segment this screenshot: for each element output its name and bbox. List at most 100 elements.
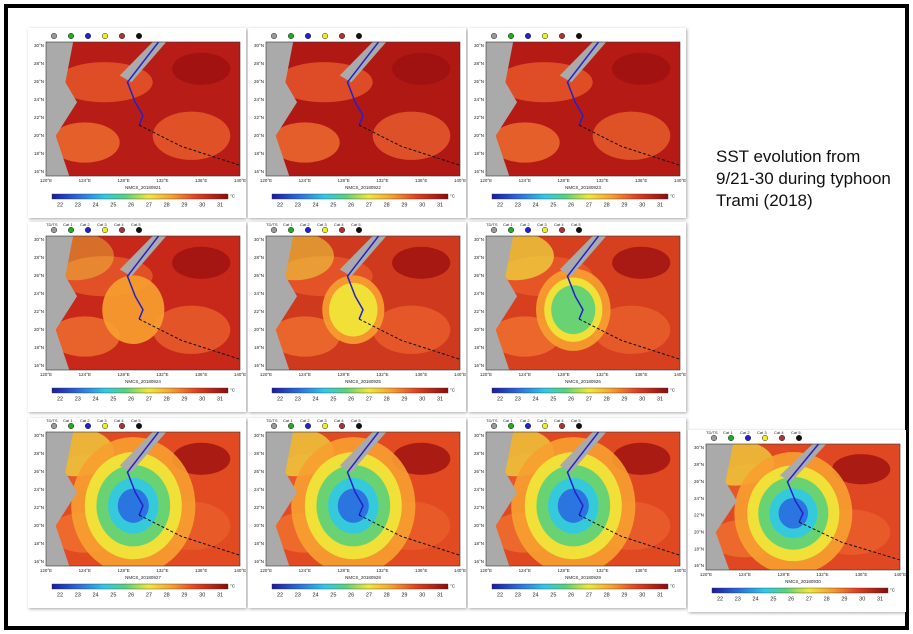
colorbar-unit: °C (450, 388, 456, 393)
lat-label: 28°N (254, 255, 264, 260)
lat-label: 24°N (694, 496, 704, 501)
colorbar-tick: 28 (384, 396, 390, 402)
colorbar-tick: 22 (497, 396, 503, 402)
legend-dot (68, 227, 74, 233)
colorbar-tick: 23 (515, 592, 521, 598)
lat-label: 18°N (254, 345, 264, 350)
colorbar-tick: 30 (859, 596, 865, 602)
lat-label: 22°N (474, 309, 484, 314)
colorbar-tick: 31 (217, 396, 223, 402)
legend-label: Cat 3 (97, 222, 107, 227)
legend-label: Cat 5 (571, 222, 581, 227)
colorbar-unit: °C (670, 388, 676, 393)
legend-label: TD/TS (46, 418, 58, 423)
sst-patch (612, 53, 670, 85)
sst-patch (612, 247, 670, 279)
lat-label: 26°N (34, 79, 44, 84)
lon-label: 124°E (519, 568, 531, 573)
colorbar-tick: 29 (181, 202, 187, 208)
lat-label: 28°N (474, 451, 484, 456)
lon-label: 140°E (234, 178, 246, 183)
cold-wake (102, 275, 164, 344)
colorbar-tick: 25 (110, 592, 116, 598)
lat-label: 30°N (34, 237, 44, 242)
colorbar-tick: 24 (312, 592, 318, 598)
lat-label: 18°N (254, 151, 264, 156)
legend-dot (779, 435, 785, 441)
lat-label: 18°N (34, 151, 44, 156)
lat-label: 30°N (474, 237, 484, 242)
lat-label: 24°N (254, 291, 264, 296)
legend-dot (542, 423, 548, 429)
lat-label: 26°N (474, 79, 484, 84)
lat-label: 18°N (474, 345, 484, 350)
colorbar-tick: 24 (752, 596, 758, 602)
sst-patch (153, 112, 231, 160)
colorbar-tick: 31 (437, 592, 443, 598)
legend-label: Cat 3 (537, 222, 547, 227)
colorbar-tick: 23 (295, 592, 301, 598)
lon-label: 136°E (415, 568, 427, 573)
sst-patch (153, 306, 231, 354)
legend-dot (508, 33, 514, 39)
legend-label: TD/TS (486, 418, 498, 423)
legend-label: TD/TS (486, 222, 498, 227)
map-area (46, 42, 240, 176)
colorbar (272, 194, 448, 199)
lat-label: 28°N (34, 255, 44, 260)
lat-label: 24°N (474, 291, 484, 296)
legend-dot (85, 227, 91, 233)
colorbar-tick: 26 (128, 202, 134, 208)
lat-label: 18°N (474, 541, 484, 546)
legend-dot (339, 423, 345, 429)
lat-label: 28°N (254, 61, 264, 66)
lon-label: 128°E (557, 178, 569, 183)
lat-label: 16°N (34, 559, 44, 564)
lon-label: 128°E (557, 372, 569, 377)
colorbar-tick: 26 (788, 596, 794, 602)
colorbar-tick: 29 (181, 396, 187, 402)
legend-label: Cat 5 (131, 418, 141, 423)
legend-dot (559, 227, 565, 233)
colorbar-tick: 29 (401, 396, 407, 402)
lon-label: 140°E (674, 372, 686, 377)
colorbar (492, 388, 668, 393)
legend-label: Cat 4 (774, 430, 784, 435)
colorbar-tick: 25 (550, 592, 556, 598)
panel-caption: NMCS_20180929 (565, 575, 601, 580)
legend-label: Cat 3 (317, 222, 327, 227)
map-panel: 30°N28°N26°N24°N22°N20°N18°N16°N120°E124… (248, 28, 466, 218)
legend-label: TD/TS (46, 222, 58, 227)
legend-dot (68, 423, 74, 429)
colorbar-tick: 31 (657, 592, 663, 598)
legend-label: Cat 1 (63, 418, 73, 423)
legend-dot (525, 423, 531, 429)
lon-label: 120°E (700, 572, 712, 577)
lon-label: 140°E (454, 372, 466, 377)
colorbar-tick: 27 (586, 202, 592, 208)
lat-label: 30°N (254, 433, 264, 438)
colorbar-unit: °C (670, 194, 676, 199)
lat-label: 16°N (254, 559, 264, 564)
lat-label: 20°N (474, 327, 484, 332)
legend-dot (136, 33, 142, 39)
colorbar-tick: 30 (419, 396, 425, 402)
lat-label: 16°N (474, 169, 484, 174)
legend-dot (508, 227, 514, 233)
lat-label: 24°N (34, 291, 44, 296)
lon-label: 124°E (299, 372, 311, 377)
legend-dot (491, 423, 497, 429)
colorbar (492, 584, 668, 589)
lat-label: 24°N (474, 97, 484, 102)
panel-caption: NMCS_20180927 (125, 575, 161, 580)
legend-label: Cat 1 (63, 222, 73, 227)
lon-label: 136°E (855, 572, 867, 577)
lat-label: 26°N (694, 479, 704, 484)
lat-label: 22°N (474, 505, 484, 510)
colorbar-tick: 28 (164, 202, 170, 208)
lat-label: 20°N (694, 529, 704, 534)
colorbar-tick: 31 (877, 596, 883, 602)
lat-label: 26°N (34, 469, 44, 474)
lon-label: 120°E (480, 372, 492, 377)
legend-label: Cat 2 (80, 418, 90, 423)
